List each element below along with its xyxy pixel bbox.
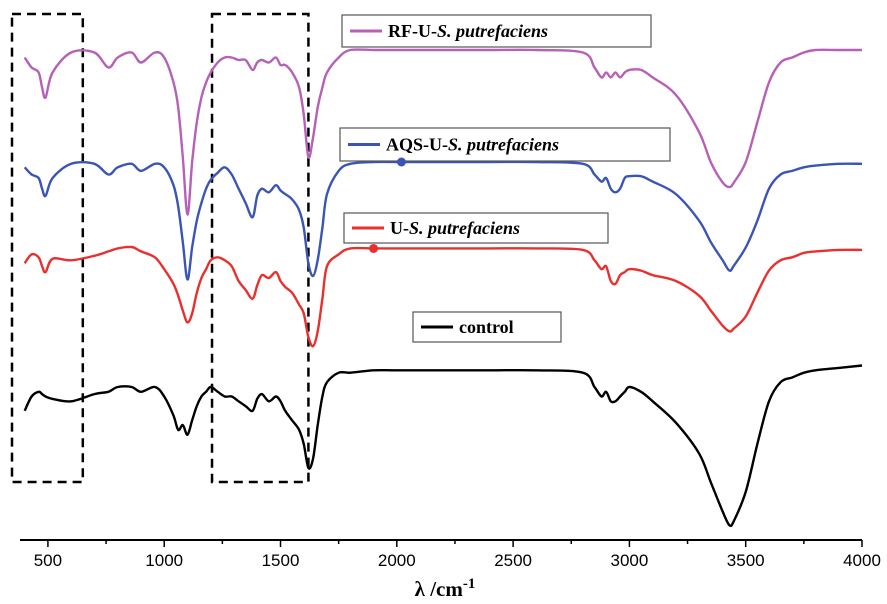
x-tick-label: 2000 <box>378 551 416 570</box>
legend-item-4: control <box>412 311 562 343</box>
x-tick-label: 1000 <box>145 551 183 570</box>
legend-label: control <box>459 317 514 337</box>
x-ticks: 500 1000 1500 2000 2500 3000 3500 4000 <box>34 540 881 570</box>
series-line-4 <box>23 364 863 528</box>
x-axis-label: λ /cm-1 <box>415 576 476 601</box>
legend-item-2: AQS-U-S. putrefaciens <box>339 127 671 162</box>
legend-label-main: control <box>459 317 514 337</box>
legend-label: RF-U-S. putrefaciens <box>388 21 548 41</box>
series-marker-2 <box>369 243 379 253</box>
spectra-lines <box>23 48 863 528</box>
legend-item-1: RF-U-S. putrefaciens <box>341 14 652 48</box>
legend-label: AQS-U-S. putrefaciens <box>386 135 559 155</box>
x-axis-label-superscript: -1 <box>463 576 476 592</box>
series-line-2 <box>23 160 863 281</box>
x-tick-label: 2500 <box>494 551 532 570</box>
series-line-3 <box>23 245 863 348</box>
x-tick-label: 3000 <box>610 551 648 570</box>
legend-label-main: RF-U- <box>388 21 437 41</box>
legend-label-italic: S. putrefaciens <box>409 218 520 238</box>
legend-box <box>343 212 609 244</box>
highlight-box-2 <box>210 12 310 484</box>
series-marker-1 <box>396 157 406 167</box>
series-line-1 <box>23 48 862 216</box>
legend-box <box>341 14 652 48</box>
x-tick-label: 3500 <box>727 551 765 570</box>
legend-item-3: U-S. putrefaciens <box>343 212 609 244</box>
x-tick-label: 1500 <box>262 551 300 570</box>
legend-label-italic: S. putrefaciens <box>448 135 559 155</box>
x-tick-label: 4000 <box>843 551 881 570</box>
legend-label-italic: S. putrefaciens <box>437 21 548 41</box>
highlight-boxes <box>10 12 310 484</box>
x-tick-label: 500 <box>34 551 62 570</box>
highlight-box-1 <box>10 12 85 484</box>
legend-label-main: U- <box>390 218 409 238</box>
legend-label-main: AQS-U- <box>386 135 448 155</box>
legend-label: U-S. putrefaciens <box>390 218 520 238</box>
legend-box <box>339 127 671 162</box>
